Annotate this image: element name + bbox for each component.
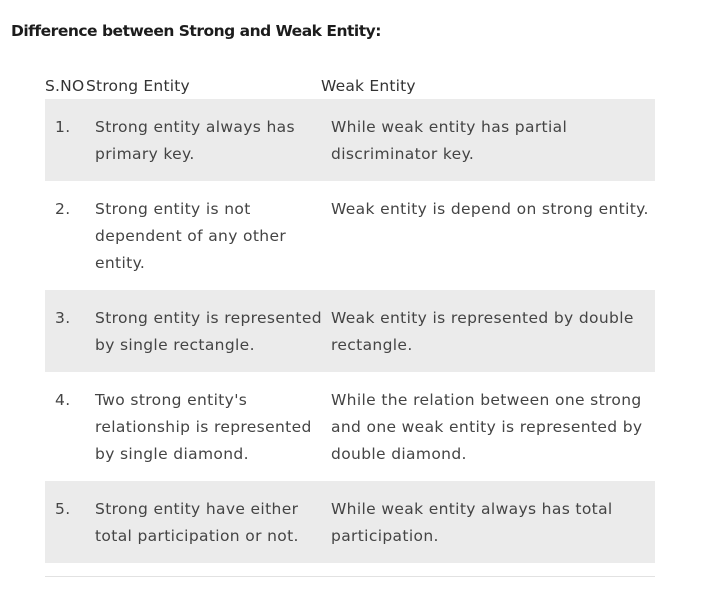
cell-line: Strong entity is not [95,200,251,218]
cell-line: Two strong entity's [95,391,248,409]
weak-entity-cell: While weak entity always has total parti… [331,496,641,550]
column-header-sno: S.NO [45,77,85,95]
cell-line: Strong entity is represented [95,309,322,327]
weak-entity-cell: Weak entity is represented by double rec… [331,305,641,359]
row-number: 2. [55,200,71,218]
strong-entity-cell: Strong entity have either total particip… [95,496,320,550]
table-row: 2. Strong entity is not dependent of any… [45,181,655,290]
strong-entity-cell: Strong entity is represented by single r… [95,305,322,359]
weak-entity-cell: Weak entity is depend on strong entity. [331,196,649,223]
cell-line: Strong entity always has [95,118,295,136]
row-number: 1. [55,118,71,136]
table-header-row: S.NO Strong Entity Weak Entity [45,72,655,99]
page-heading: Difference between Strong and Weak Entit… [11,22,381,40]
table-row: 3. Strong entity is represented by singl… [45,290,655,372]
cell-line: While weak entity always has total [331,500,613,518]
table-row: 4. Two strong entity's relationship is r… [45,372,655,481]
strong-entity-cell: Two strong entity's relationship is repr… [95,387,320,468]
row-number: 3. [55,309,71,327]
cell-line: participation. [331,527,439,545]
cell-line: dependent of any other [95,227,287,245]
cell-line: Weak entity is depend on strong entity. [331,200,649,218]
table-bottom-divider [45,576,655,577]
cell-line: rectangle. [331,336,413,354]
weak-entity-cell: While the relation between one strong an… [331,387,643,468]
cell-line: Weak entity is represented by double [331,309,634,327]
cell-line: and one weak entity is represented by [331,418,643,436]
row-number: 5. [55,500,71,518]
cell-line: entity. [95,254,146,272]
cell-line: total participation or not. [95,527,299,545]
cell-line: While weak entity has partial [331,118,568,136]
cell-line: Strong entity have either [95,500,299,518]
column-header-strong-entity: Strong Entity [86,77,190,95]
cell-line: While the relation between one strong [331,391,642,409]
table-row: 1. Strong entity always has primary key.… [45,99,655,181]
strong-entity-cell: Strong entity is not dependent of any ot… [95,196,320,277]
cell-line: relationship is represented [95,418,312,436]
cell-line: discriminator key. [331,145,475,163]
row-number: 4. [55,391,71,409]
column-header-weak-entity: Weak Entity [321,77,416,95]
cell-line: by single diamond. [95,445,249,463]
cell-line: by single rectangle. [95,336,255,354]
comparison-table: S.NO Strong Entity Weak Entity 1. Strong… [45,72,655,577]
table-row: 5. Strong entity have either total parti… [45,481,655,563]
cell-line: primary key. [95,145,195,163]
weak-entity-cell: While weak entity has partial discrimina… [331,114,641,168]
strong-entity-cell: Strong entity always has primary key. [95,114,320,168]
cell-line: double diamond. [331,445,467,463]
